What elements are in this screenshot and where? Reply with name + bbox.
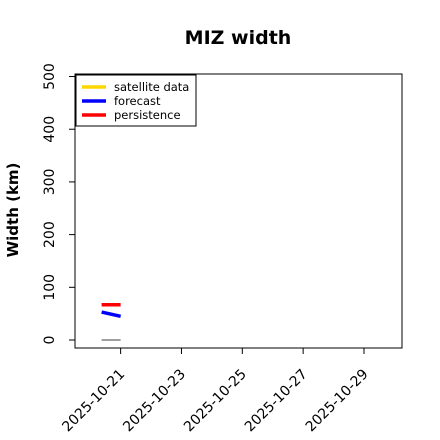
- x-tick-label: 2025-10-29: [303, 366, 372, 435]
- y-axis-ticks: 0 100 200 300 400 500: [42, 63, 75, 344]
- x-axis-ticks: 2025-10-212025-10-232025-10-252025-10-27…: [59, 348, 372, 435]
- legend-label: satellite data: [114, 80, 189, 94]
- y-tick-label: 0: [42, 336, 58, 345]
- x-tick-label: 2025-10-25: [181, 366, 250, 435]
- x-tick-label: 2025-10-27: [242, 366, 311, 435]
- y-tick-label: 200: [42, 221, 58, 248]
- x-tick-label: 2025-10-21: [59, 366, 128, 435]
- plot-frame: [74, 73, 403, 349]
- legend-label: forecast: [114, 94, 161, 108]
- y-tick-label: 100: [42, 274, 58, 301]
- legend-label: persistence: [114, 108, 181, 122]
- y-tick-label: 300: [42, 169, 58, 196]
- x-tick-label: 2025-10-23: [120, 366, 189, 435]
- y-tick-label: 400: [42, 116, 58, 143]
- series-line-forecast: [101, 310, 122, 318]
- y-tick-label: 500: [42, 63, 58, 90]
- chart-title: MIZ width: [185, 27, 292, 49]
- series-lines: [101, 302, 122, 341]
- y-axis-label: Width (km): [4, 163, 22, 258]
